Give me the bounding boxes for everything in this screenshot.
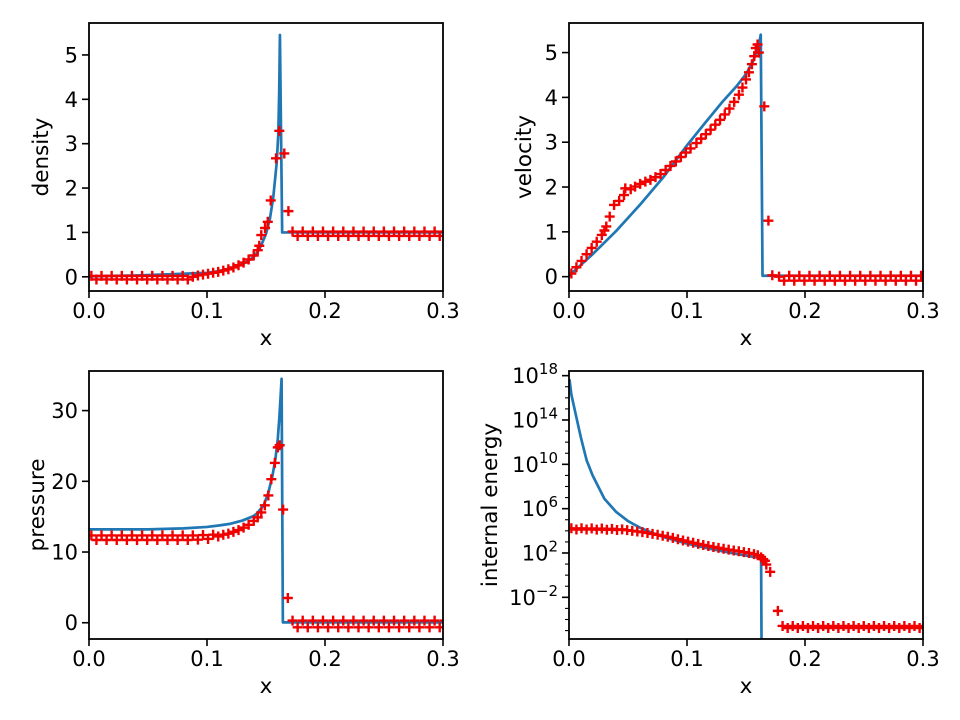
y-axis: 0 10 20 30 pressure (25, 399, 89, 635)
x-axis-title: x (260, 674, 273, 699)
chart-pressure: 0.0 0.1 0.2 0.3 x 0 10 20 30 pressure (25, 370, 460, 699)
y-tick-label: 1010 (512, 449, 558, 477)
chart-internal-energy: 0.0 0.1 0.2 0.3 x 10−2 102 106 1010 1014 1018 inter… (478, 360, 940, 699)
y-tick-label: 2 (65, 177, 78, 201)
y-tick-label: 106 (522, 493, 558, 521)
x-tick-label: 0.3 (426, 647, 459, 671)
exact-solution-line (569, 33, 923, 278)
x-axis: 0.0 0.1 0.2 0.3 x (72, 291, 460, 351)
x-axis-title: x (740, 674, 753, 699)
numerical-plus-markers (89, 440, 443, 633)
y-tick-label: 0 (65, 611, 78, 635)
exact-solution-line (569, 378, 763, 639)
x-tick-label: 0.2 (788, 647, 821, 671)
x-axis-title: x (260, 326, 273, 351)
chart-velocity: 0.0 0.1 0.2 0.3 x 0 1 2 3 4 5 velocity (512, 22, 940, 351)
y-tick-label: 30 (51, 399, 78, 423)
plot-area (89, 33, 443, 285)
x-tick-label: 0.2 (308, 299, 341, 323)
y-tick-label: 1 (545, 220, 558, 244)
y-tick-label: 4 (65, 88, 78, 112)
axes-spines (568, 22, 924, 292)
y-tick-label: 4 (545, 86, 558, 110)
numerical-plus-markers (569, 39, 923, 286)
axes-spines (88, 22, 444, 292)
x-tick-label: 0.3 (426, 299, 459, 323)
y-tick-label: 1018 (512, 360, 558, 388)
x-tick-label: 0.1 (190, 299, 223, 323)
y-tick-label: 0 (545, 265, 558, 289)
y-axis: 10−2 102 106 1010 1014 1018 internal energy (478, 360, 569, 632)
y-tick-label: 102 (522, 537, 558, 565)
y-tick-label: 2 (545, 176, 558, 200)
y-tick-label: 0 (65, 265, 78, 289)
y-tick-label: 1 (65, 221, 78, 245)
y-tick-label: 10−2 (509, 582, 558, 610)
y-tick-label: 5 (545, 41, 558, 65)
x-axis: 0.0 0.1 0.2 0.3 x (552, 291, 940, 351)
y-axis-title: pressure (25, 459, 50, 552)
numerical-plus-markers (569, 523, 923, 634)
x-tick-label: 0.3 (906, 299, 939, 323)
axes-spines (88, 370, 444, 640)
plot-area (569, 33, 923, 286)
plot-area (569, 378, 923, 639)
y-axis-title: internal energy (478, 423, 503, 588)
y-tick-label: 20 (51, 470, 78, 494)
x-tick-label: 0.3 (906, 647, 939, 671)
x-tick-label: 0.1 (190, 647, 223, 671)
y-axis: 0 1 2 3 4 5 velocity (512, 41, 569, 289)
x-tick-label: 0.0 (72, 299, 105, 323)
x-axis: 0.0 0.1 0.2 0.3 x (72, 639, 460, 699)
y-axis-title: velocity (512, 115, 537, 199)
y-tick-label: 10 (51, 541, 78, 565)
numerical-plus-markers (89, 125, 443, 285)
x-tick-label: 0.0 (72, 647, 105, 671)
x-axis-title: x (740, 326, 753, 351)
x-tick-label: 0.1 (670, 647, 703, 671)
plot-area (89, 377, 443, 633)
y-tick-label: 1014 (512, 404, 558, 432)
y-tick-label: 3 (65, 132, 78, 156)
axes-spines (568, 370, 924, 640)
x-tick-label: 0.2 (308, 647, 341, 671)
y-axis: 0 1 2 3 4 5 density (29, 43, 89, 289)
x-axis: 0.0 0.1 0.2 0.3 x (552, 639, 940, 699)
chart-density: 0.0 0.1 0.2 0.3 x 0 1 2 3 4 5 density (29, 22, 460, 351)
x-tick-label: 0.1 (670, 299, 703, 323)
x-tick-label: 0.2 (788, 299, 821, 323)
y-tick-label: 5 (65, 43, 78, 67)
x-tick-label: 0.0 (552, 299, 585, 323)
y-axis-title: density (29, 117, 54, 196)
y-tick-label: 3 (545, 131, 558, 155)
x-tick-label: 0.0 (552, 647, 585, 671)
